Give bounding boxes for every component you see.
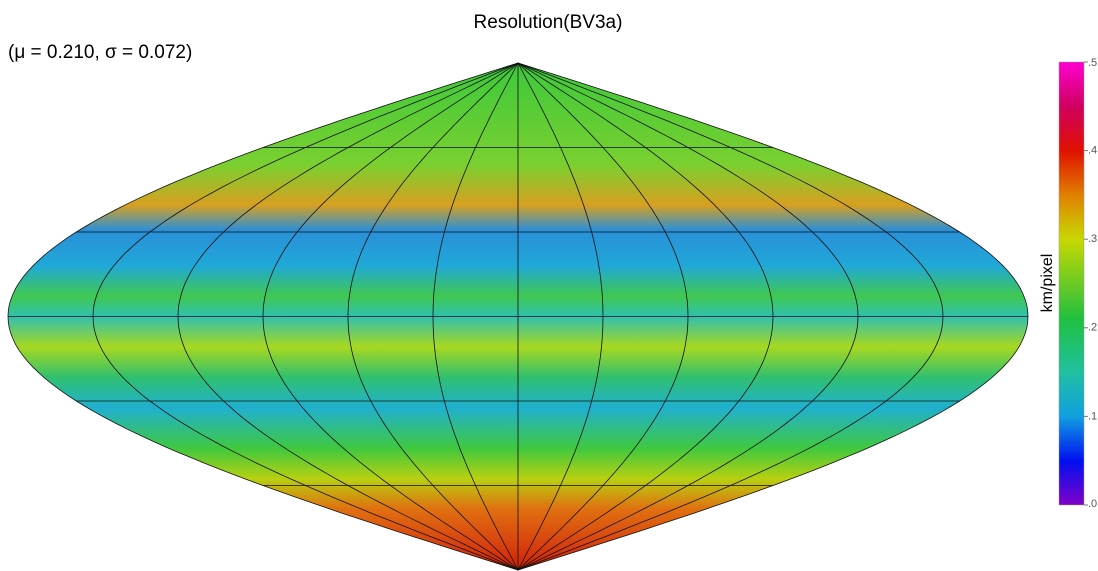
stats: (μ = 0.210, σ = 0.072) (8, 42, 192, 63)
colorbar (1059, 62, 1084, 505)
colorbar-label: km/pixel (1039, 254, 1056, 313)
colorbar-tick-label: .5 (1088, 57, 1097, 69)
colorbar-tick-label: .1 (1088, 410, 1097, 422)
colorbar-tick-label: .3 (1088, 233, 1097, 245)
map-title: Resolution(BV3a) (474, 12, 623, 33)
map (8, 63, 1028, 571)
colorbar-tick-label: .0 (1088, 498, 1097, 510)
page: Resolution(BV3a) (μ = 0.210, σ = 0.072) … (0, 0, 1098, 571)
colorbar-tick-label: .2 (1088, 322, 1097, 334)
colorbar-tick-label: .4 (1088, 145, 1097, 157)
